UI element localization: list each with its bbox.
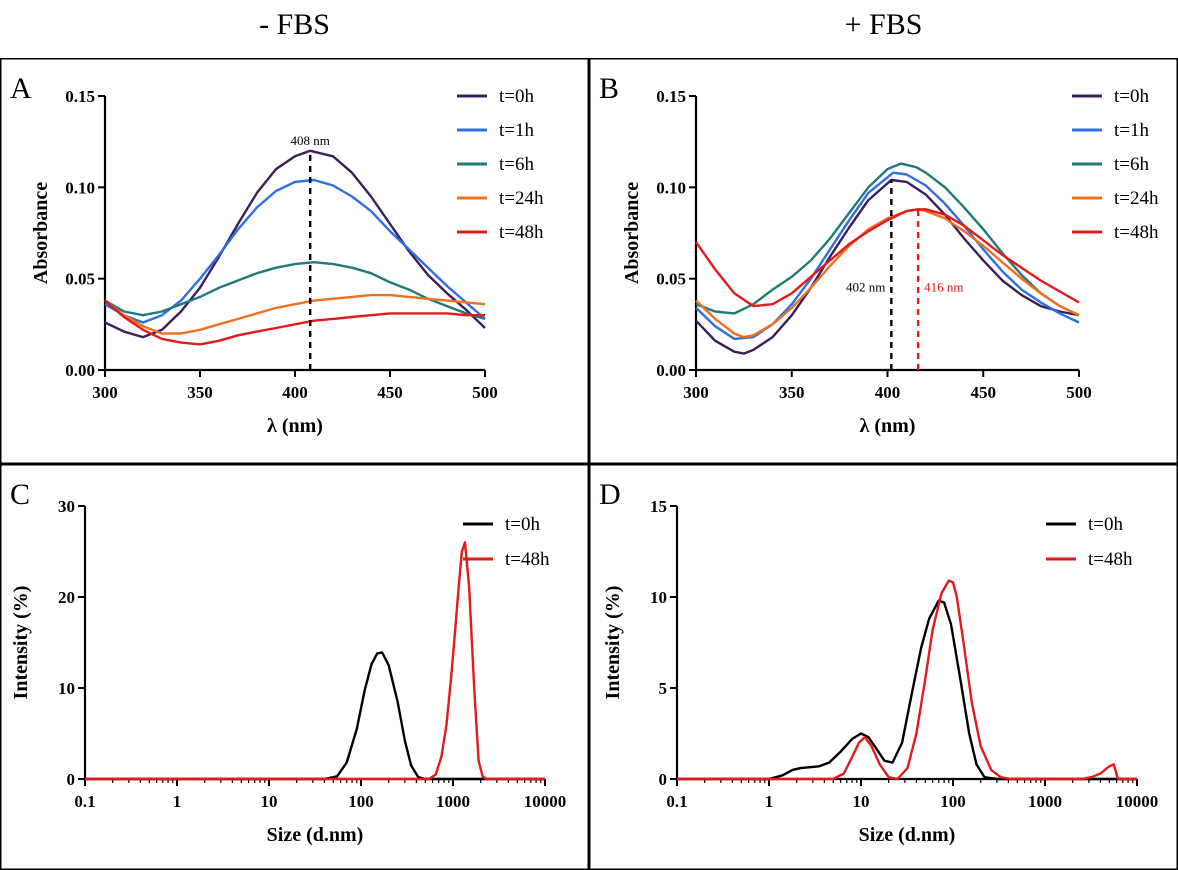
panel-border [0, 464, 589, 870]
legend-label: t=1h [499, 120, 534, 141]
x-tick-label: 10000 [524, 792, 567, 811]
y-tick-label: 15 [650, 497, 667, 516]
legend-label: t=0h [499, 86, 534, 107]
y-axis-label: Absorbance [621, 182, 643, 284]
x-tick-label: 450 [971, 383, 997, 402]
series-line-t0h [104, 149, 486, 339]
legend-label: t=6h [1114, 154, 1149, 175]
panel-letter: D [599, 478, 621, 511]
panel-border [589, 58, 1178, 464]
panel-letter: C [10, 478, 30, 511]
series-line-t48h [85, 541, 545, 781]
legend-label: t=0h [1088, 514, 1123, 535]
legend-label: t=1h [1114, 120, 1149, 141]
legend-label: t=48h [1088, 549, 1133, 570]
x-tick-label: 100 [348, 792, 374, 811]
y-axis-label: Intensity (%) [10, 586, 32, 700]
annotation-label: 416 nm [924, 279, 963, 294]
y-tick-label: 0.10 [656, 178, 686, 197]
legend-label: t=48h [505, 549, 550, 570]
panel-border [589, 464, 1178, 870]
y-tick-label: 30 [58, 497, 75, 516]
x-tick-label: 500 [1066, 383, 1092, 402]
x-tick-label: 1000 [1028, 792, 1062, 811]
y-tick-label: 0.05 [656, 270, 686, 289]
x-axis-label: λ (nm) [267, 415, 323, 437]
chart-panel-c: C 0 10 20 30 0.1 1 10 100 1000 10000 Size (d.nm) Int… [0, 464, 589, 870]
legend-label: t=48h [1114, 222, 1159, 243]
panel-border [0, 58, 589, 464]
series-line-t48h [677, 579, 1137, 781]
y-tick-label: 0.15 [65, 87, 95, 106]
panel-letter: B [599, 72, 619, 105]
legend-label: t=0h [1114, 86, 1149, 107]
x-tick-label: 10 [261, 792, 278, 811]
series-line-t48h [104, 299, 485, 346]
series-line-t1h [104, 178, 486, 324]
y-tick-label: 5 [659, 679, 668, 698]
annotation-label: 402 nm [846, 279, 885, 294]
x-tick-label: 0.1 [74, 792, 95, 811]
column-title-right: + FBS [844, 8, 923, 41]
y-tick-label: 0 [67, 770, 76, 789]
chart-panel-b: B 0.00 0.05 0.10 0.15 300 350 400 450 500 λ (nm) Ab… [589, 58, 1178, 464]
legend-label: t=24h [1114, 188, 1159, 209]
x-tick-label: 100 [940, 792, 966, 811]
y-tick-label: 10 [58, 679, 75, 698]
series-line-t6h [104, 260, 486, 321]
legend-label: t=6h [499, 154, 534, 175]
x-tick-label: 1 [173, 792, 182, 811]
y-tick-label: 0.00 [656, 361, 686, 380]
x-axis-label: Size (d.nm) [267, 824, 364, 846]
x-axis-label: Size (d.nm) [859, 824, 956, 846]
x-tick-label: 10000 [1116, 792, 1159, 811]
series-line-t24h [695, 208, 1080, 339]
column-title-left: - FBS [259, 8, 330, 41]
x-tick-label: 350 [779, 383, 805, 402]
x-tick-label: 300 [92, 383, 118, 402]
x-tick-label: 450 [377, 383, 403, 402]
x-tick-label: 1000 [436, 792, 470, 811]
y-axis-label: Absorbance [30, 182, 52, 284]
y-tick-label: 0.10 [65, 178, 95, 197]
series-line-t48h [695, 208, 1080, 308]
x-tick-label: 300 [683, 383, 709, 402]
series-line-t0h [695, 178, 1080, 355]
chart-panel-d: D 0 5 10 15 0.1 1 10 100 1000 10000 Size (d.nm) Inte… [589, 464, 1178, 870]
x-tick-label: 400 [282, 383, 308, 402]
x-tick-label: 1 [765, 792, 774, 811]
legend-label: t=24h [499, 188, 544, 209]
series-line-t0h [85, 651, 545, 781]
legend-label: t=48h [499, 222, 544, 243]
x-axis-label: λ (nm) [860, 415, 916, 437]
series-line-t0h [677, 599, 1137, 781]
y-tick-label: 20 [58, 588, 75, 607]
series-line-t1h [695, 171, 1080, 341]
x-tick-label: 0.1 [666, 792, 687, 811]
y-tick-label: 0 [659, 770, 668, 789]
y-axis-label: Intensity (%) [602, 586, 624, 700]
y-tick-label: 0.05 [65, 270, 95, 289]
series-line-t24h [104, 293, 486, 335]
chart-panel-a: A 0.00 0.05 0.10 0.15 300 350 400 450 500 λ (nm) Ab… [0, 58, 589, 464]
y-tick-label: 0.00 [65, 361, 95, 380]
panel-letter: A [10, 72, 32, 105]
legend-label: t=0h [505, 514, 540, 535]
figure-grid: A 0.00 0.05 0.10 0.15 300 350 400 450 500 λ (nm) Ab… [0, 58, 1178, 870]
x-tick-label: 10 [853, 792, 870, 811]
series-line-t6h [695, 162, 1080, 317]
annotation-label: 408 nm [291, 133, 330, 148]
x-tick-label: 400 [875, 383, 901, 402]
x-tick-label: 500 [472, 383, 498, 402]
y-tick-label: 0.15 [656, 87, 686, 106]
x-tick-label: 350 [187, 383, 213, 402]
y-tick-label: 10 [650, 588, 667, 607]
